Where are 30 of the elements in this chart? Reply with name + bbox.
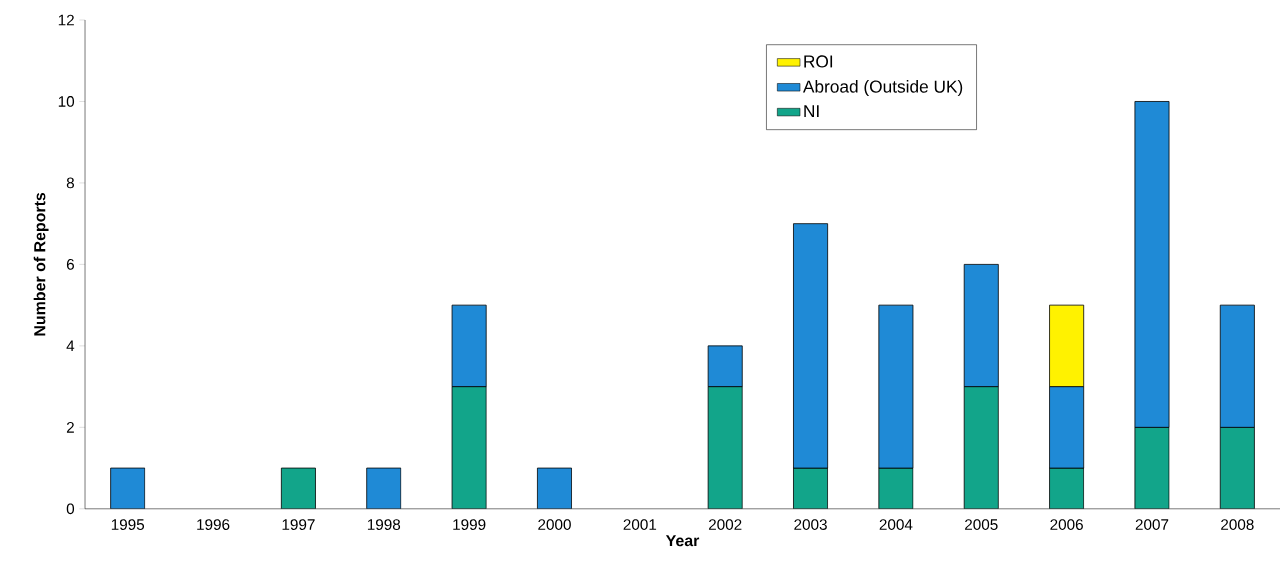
x-axis-title: Year: [665, 535, 700, 547]
y-tick-label: 10: [58, 96, 75, 107]
bar: [537, 467, 572, 509]
x-tick-label: 1997: [282, 519, 315, 531]
legend-label: ROI: [804, 55, 833, 68]
x-tick-label: 2007: [1135, 519, 1169, 531]
x-tick-label: 1998: [367, 519, 401, 531]
y-tick-label: 12: [58, 14, 74, 26]
x-tick-label: 2005: [965, 519, 998, 531]
y-tick-label: 0: [66, 503, 75, 515]
x-tick-label: 1999: [453, 519, 486, 531]
legend-label: Abroad (Outside UK): [802, 80, 963, 97]
legend-label: NI: [804, 105, 819, 118]
bar: [110, 467, 146, 509]
y-tick-label: 8: [66, 177, 74, 189]
x-tick-label: 2001: [623, 519, 657, 531]
x-tick-label: 2006: [1050, 519, 1083, 531]
x-tick-label: 2002: [708, 519, 742, 531]
x-tick-label: 2008: [1221, 519, 1254, 531]
y-axis-title: Number of Reports: [33, 192, 49, 336]
x-tick-label: 2003: [794, 519, 827, 531]
y-tick-label: 6: [66, 259, 74, 270]
bar: [366, 467, 402, 509]
x-tick-label: 2004: [879, 519, 913, 531]
x-tick-label: 1995: [111, 519, 145, 531]
x-tick-label: 1996: [197, 519, 230, 531]
bar: [280, 467, 316, 509]
y-tick-label: 2: [66, 422, 74, 433]
x-tick-label: 2000: [538, 519, 571, 531]
y-tick-label: 4: [66, 340, 75, 352]
